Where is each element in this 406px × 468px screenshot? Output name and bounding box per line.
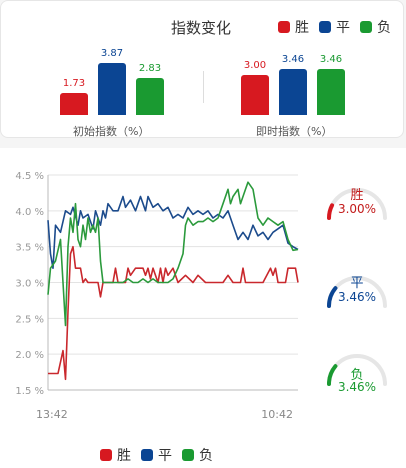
live-draw-bar <box>279 69 307 115</box>
gauge-win-value: 3.00% <box>337 202 377 216</box>
live-index-label: 即时指数（%） <box>256 125 333 138</box>
gauge-draw: 平 3.46% <box>322 268 392 318</box>
draw-color-swatch <box>319 21 331 33</box>
gauge-win-fill <box>327 203 335 220</box>
gauge-draw-arc <box>327 276 387 308</box>
initial-index-label: 初始指数（%） <box>73 125 150 138</box>
live-loss-bar <box>317 69 345 115</box>
bottom-win-swatch <box>100 449 112 461</box>
initial-win-bar <box>60 93 88 115</box>
index-summary-card: 指数变化 胜 平 负 1.73 3.87 2.83 初始指数（%） 3.00 3… <box>0 0 404 138</box>
gauge-loss-fill <box>327 364 338 386</box>
loss-color-swatch <box>360 21 372 33</box>
legend-item-win: 胜 <box>278 17 309 37</box>
live-win-value: 3.00 <box>243 60 267 71</box>
gauge-draw-value: 3.46% <box>337 290 377 304</box>
legend-label-loss: 负 <box>377 20 391 36</box>
bottom-legend-item-draw: 平 <box>141 445 172 465</box>
gauge-draw-fill <box>327 286 338 308</box>
legend-label-win: 胜 <box>295 20 309 36</box>
gauge-loss-label: 负 <box>350 368 364 383</box>
live-draw-value: 3.46 <box>281 54 305 65</box>
gauge-loss-arc <box>327 354 387 386</box>
bottom-legend-label-draw: 平 <box>158 448 172 464</box>
gauge-draw-label: 平 <box>350 276 364 291</box>
legend-item-loss: 负 <box>360 17 391 37</box>
gauge-loss: 负 3.46% <box>322 346 392 396</box>
group-divider <box>203 71 204 103</box>
initial-draw-value: 3.87 <box>100 48 124 59</box>
legend-label-draw: 平 <box>336 20 350 36</box>
live-win-bar <box>241 75 269 115</box>
bottom-draw-swatch <box>141 449 153 461</box>
live-loss-value: 3.46 <box>319 54 343 65</box>
bottom-legend-label-loss: 负 <box>199 448 213 464</box>
gauge-win: 胜 3.00% <box>322 180 392 230</box>
initial-loss-value: 2.83 <box>138 63 162 74</box>
bottom-loss-swatch <box>182 449 194 461</box>
legend-item-draw: 平 <box>319 17 350 37</box>
initial-win-value: 1.73 <box>62 78 86 89</box>
bottom-legend-item-win: 胜 <box>100 445 131 465</box>
win-color-swatch <box>278 21 290 33</box>
initial-draw-bar <box>98 63 126 115</box>
bottom-legend-label-win: 胜 <box>117 448 131 464</box>
bottom-legend: 胜 平 负 <box>100 445 213 465</box>
top-legend: 胜 平 负 <box>278 17 391 37</box>
bottom-legend-item-loss: 负 <box>182 445 213 465</box>
initial-loss-bar <box>136 78 164 115</box>
gauge-win-arc <box>327 188 387 220</box>
gauge-loss-value: 3.46% <box>337 380 377 394</box>
gauge-win-label: 胜 <box>350 188 364 203</box>
page-title: 指数变化 <box>171 19 232 37</box>
